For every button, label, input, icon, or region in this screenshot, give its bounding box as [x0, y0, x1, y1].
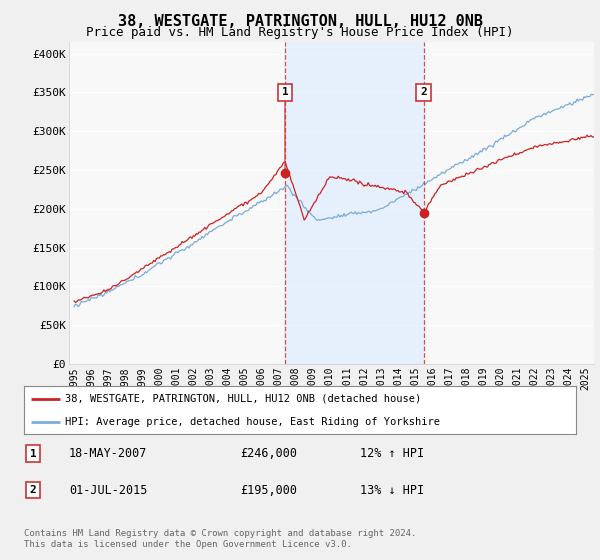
Text: 1: 1: [281, 87, 289, 97]
Text: 18-MAY-2007: 18-MAY-2007: [69, 447, 148, 460]
Text: Price paid vs. HM Land Registry's House Price Index (HPI): Price paid vs. HM Land Registry's House …: [86, 26, 514, 39]
Text: £195,000: £195,000: [240, 483, 297, 497]
Text: 1: 1: [29, 449, 37, 459]
Text: HPI: Average price, detached house, East Riding of Yorkshire: HPI: Average price, detached house, East…: [65, 417, 440, 427]
Text: Contains HM Land Registry data © Crown copyright and database right 2024.
This d: Contains HM Land Registry data © Crown c…: [24, 529, 416, 549]
Text: 2: 2: [29, 485, 37, 495]
Bar: [285, 42, 424, 364]
Text: 01-JUL-2015: 01-JUL-2015: [69, 483, 148, 497]
Text: 13% ↓ HPI: 13% ↓ HPI: [360, 483, 424, 497]
Text: 38, WESTGATE, PATRINGTON, HULL, HU12 0NB: 38, WESTGATE, PATRINGTON, HULL, HU12 0NB: [118, 14, 482, 29]
Text: 2: 2: [420, 87, 427, 97]
Text: 38, WESTGATE, PATRINGTON, HULL, HU12 0NB (detached house): 38, WESTGATE, PATRINGTON, HULL, HU12 0NB…: [65, 394, 422, 404]
Text: 12% ↑ HPI: 12% ↑ HPI: [360, 447, 424, 460]
Text: £246,000: £246,000: [240, 447, 297, 460]
